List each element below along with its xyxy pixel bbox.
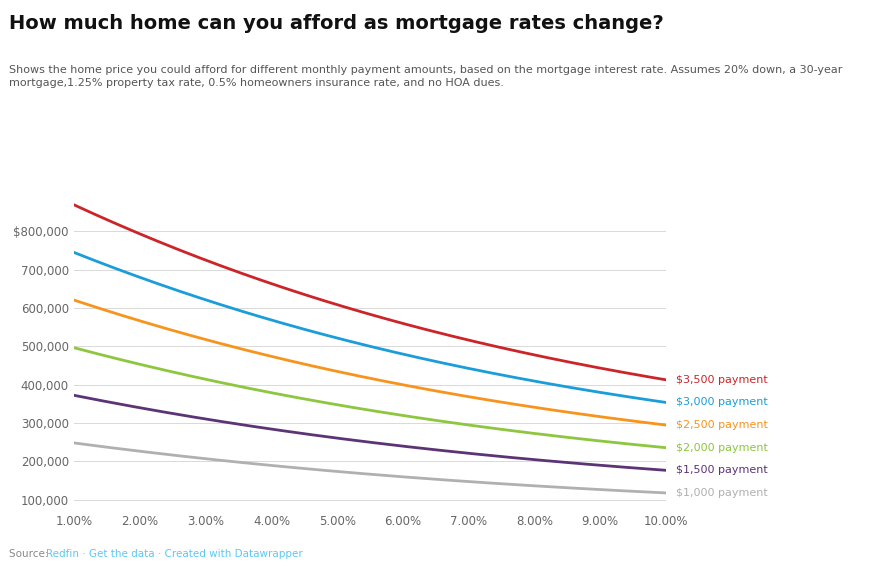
Text: Source:: Source: <box>9 549 52 559</box>
Text: $3,000 payment: $3,000 payment <box>675 397 767 408</box>
Text: $2,000 payment: $2,000 payment <box>675 443 767 453</box>
Text: $2,500 payment: $2,500 payment <box>675 420 767 430</box>
Text: Redfin · Get the data · Created with Datawrapper: Redfin · Get the data · Created with Dat… <box>46 549 303 559</box>
Text: $3,500 payment: $3,500 payment <box>675 375 767 385</box>
Text: $1,500 payment: $1,500 payment <box>675 465 767 475</box>
Text: How much home can you afford as mortgage rates change?: How much home can you afford as mortgage… <box>9 14 663 33</box>
Text: $1,000 payment: $1,000 payment <box>675 488 767 498</box>
Text: Shows the home price you could afford for different monthly payment amounts, bas: Shows the home price you could afford fo… <box>9 65 842 88</box>
